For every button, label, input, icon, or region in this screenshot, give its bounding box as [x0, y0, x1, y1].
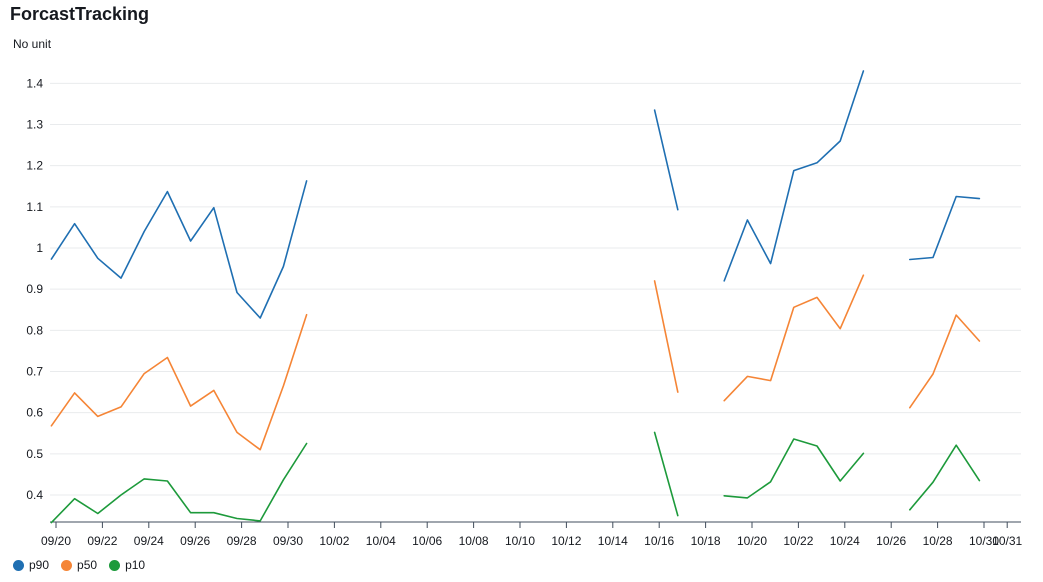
legend-item-p50[interactable]: p50	[61, 558, 97, 572]
x-tick-label: 10/20	[737, 534, 767, 548]
y-tick-label: 0.6	[26, 406, 43, 420]
x-tick-label: 09/26	[180, 534, 210, 548]
x-tick-label: 10/08	[459, 534, 489, 548]
x-tick-label: 09/28	[227, 534, 257, 548]
legend-label: p50	[77, 558, 98, 572]
x-tick-label: 10/04	[366, 534, 396, 548]
series-p50-line	[50, 313, 308, 451]
legend-label: p10	[125, 558, 146, 572]
x-tick-label: 10/12	[551, 534, 581, 548]
chart-title: ForcastTracking	[10, 4, 150, 24]
x-tick-label: 10/14	[598, 534, 628, 548]
y-tick-label: 1.1	[26, 200, 43, 214]
axes	[50, 521, 1021, 528]
x-tick-label: 10/26	[876, 534, 906, 548]
series-p10-line	[50, 442, 308, 524]
unit-label: No unit	[13, 37, 52, 51]
x-tick-label: 10/28	[923, 534, 953, 548]
series-p90-line	[50, 180, 308, 319]
x-tick-label: 10/30	[969, 534, 999, 548]
legend-item-p10[interactable]: p10	[109, 558, 145, 572]
tick-labels: 0.4 0.5 0.6 0.7 0.8 0.9 1 1.1 1.2 1.3 1.4 09/20 09/2…	[26, 76, 1022, 548]
legend: p90 p50 p10	[13, 558, 145, 572]
series-p90-line	[653, 109, 679, 211]
legend-swatch	[61, 559, 73, 571]
y-tick-label: 0.5	[26, 447, 43, 461]
x-tick-label: 09/24	[134, 534, 164, 548]
series-p50-line	[723, 274, 865, 402]
y-tick-label: 1	[36, 241, 43, 255]
x-tick-label: 10/31	[992, 534, 1022, 548]
x-tick-label: 09/22	[87, 534, 117, 548]
x-tick-label: 10/24	[830, 534, 860, 548]
legend-swatch	[13, 559, 24, 571]
series-p50-line	[908, 314, 981, 409]
series-lines	[50, 70, 981, 524]
legend-item-p90[interactable]: p90	[13, 558, 49, 572]
y-tick-label: 0.4	[26, 488, 43, 502]
y-tick-label: 1.4	[26, 76, 43, 90]
legend-swatch	[109, 559, 121, 571]
x-tick-label: 10/18	[691, 534, 721, 548]
y-tick-label: 1.2	[26, 159, 43, 173]
series-p50-line	[653, 280, 679, 393]
series-p90-line	[908, 195, 981, 261]
x-tick-label: 10/02	[319, 534, 349, 548]
x-tick-label: 10/16	[644, 534, 674, 548]
y-tick-label: 0.8	[26, 323, 43, 337]
y-tick-label: 0.7	[26, 365, 43, 379]
x-tick-label: 09/20	[41, 534, 71, 548]
legend-label: p90	[29, 558, 50, 572]
series-p10-line	[723, 438, 865, 499]
grid-lines	[50, 82, 1021, 496]
y-tick-label: 1.3	[26, 118, 43, 132]
x-tick-label: 09/30	[273, 534, 303, 548]
x-tick-label: 10/22	[783, 534, 813, 548]
y-tick-label: 0.9	[26, 282, 43, 296]
series-p10-line	[908, 444, 981, 511]
series-p90-line	[723, 70, 865, 282]
x-tick-label: 10/10	[505, 534, 535, 548]
x-tick-label: 10/06	[412, 534, 442, 548]
series-p10-line	[653, 431, 679, 517]
